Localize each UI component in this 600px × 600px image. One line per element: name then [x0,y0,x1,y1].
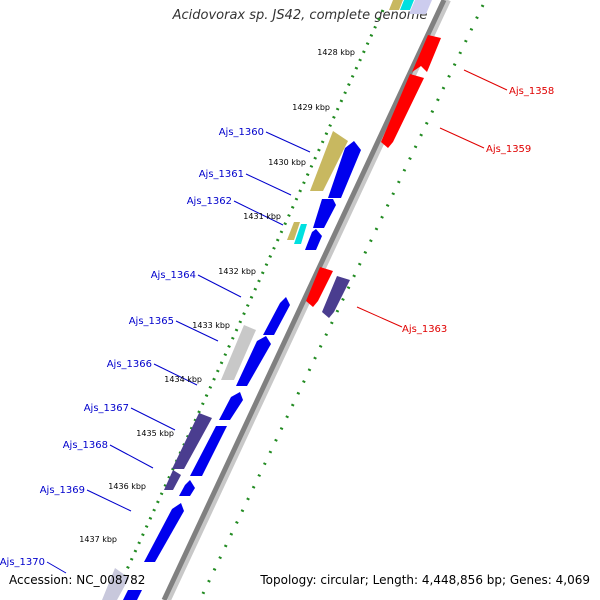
gene-label[interactable]: Ajs_1359 [486,144,531,155]
gene-block[interactable] [164,470,181,490]
tick-label: 1432 kbp [218,267,256,276]
gene-block[interactable] [310,131,348,191]
gene-block[interactable] [179,480,195,496]
gene-block[interactable] [389,0,403,10]
gene-label[interactable]: Ajs_1366 [107,359,152,370]
tick-label: 1437 kbp [79,535,117,544]
gene-block[interactable] [123,590,142,600]
gene-block[interactable] [400,0,414,10]
gene-block[interactable] [172,413,212,469]
gene-label[interactable]: Ajs_1364 [151,270,196,281]
leader-ajs-1367 [130,407,176,431]
other-genes [102,131,348,600]
gene-name-labels: Ajs_1358 Ajs_1359 Ajs_1360 Ajs_1361 Ajs_… [0,86,554,568]
gene-block[interactable] [144,503,184,562]
tick-label: 1430 kbp [268,158,306,167]
accession-text: Accession: NC_008782 [9,573,146,587]
tick-label: 1434 kbp [164,375,202,384]
leader-ajs-1369 [86,489,132,512]
gene-label[interactable]: Ajs_1370 [0,557,45,568]
leader-ajs-1360 [265,131,311,153]
gene-block[interactable] [287,222,300,240]
gene-label[interactable]: Ajs_1362 [187,196,232,207]
gene-label[interactable]: Ajs_1367 [84,403,129,414]
outer-tick-guide [198,4,485,600]
gene-label[interactable]: Ajs_1361 [199,169,244,180]
map-title: Acidovorax sp. JS42, complete genome [172,8,428,23]
gene-label[interactable]: Ajs_1365 [129,316,174,327]
gene-leader-lines [46,69,508,574]
tick-label: 1431 kbp [243,212,281,221]
gene-block[interactable] [190,426,227,476]
gene-block[interactable] [322,276,350,318]
gene-block[interactable] [409,0,432,14]
leader-ajs-1370 [46,561,67,574]
leader-ajs-1358 [463,69,508,91]
gene-label[interactable]: Ajs_1369 [40,485,85,496]
inner-tick-guide [111,9,385,600]
gene-block[interactable] [313,199,336,228]
gene-block[interactable] [306,267,333,307]
tick-label: 1429 kbp [292,103,330,112]
leader-ajs-1363 [356,306,403,328]
leader-ajs-1366 [153,363,198,386]
tick-label: 1435 kbp [136,429,174,438]
gene-block[interactable] [219,392,243,420]
leader-ajs-1359 [439,127,485,149]
forward-genes [123,0,432,600]
leader-ajs-1362 [233,200,284,226]
reverse-genes [306,35,441,318]
gene-block[interactable] [381,74,424,148]
tick-label: 1433 kbp [192,321,230,330]
gene-block[interactable] [294,224,307,244]
gene-label[interactable]: Ajs_1363 [402,324,447,335]
gene-block[interactable] [102,568,129,600]
tick-label: 1436 kbp [108,482,146,491]
leader-ajs-1364 [197,274,242,298]
backbone [161,0,447,600]
tick-label: 1428 kbp [317,48,355,57]
leader-ajs-1365 [175,320,219,342]
gene-block[interactable] [236,336,271,386]
kbp-tick-labels: 1428 kbp 1429 kbp 1430 kbp 1431 kbp 1432… [79,48,355,544]
gene-block[interactable] [305,229,322,250]
gene-block[interactable] [328,141,361,198]
gene-label[interactable]: Ajs_1358 [509,86,554,97]
gene-label[interactable]: Ajs_1360 [219,127,264,138]
leader-ajs-1361 [245,173,292,196]
gene-block[interactable] [221,325,256,380]
topology-text: Topology: circular; Length: 4,448,856 bp… [260,573,590,587]
leader-ajs-1368 [109,444,154,469]
gene-block[interactable] [412,35,441,72]
gene-label[interactable]: Ajs_1368 [63,440,108,451]
gene-block[interactable] [263,297,290,335]
